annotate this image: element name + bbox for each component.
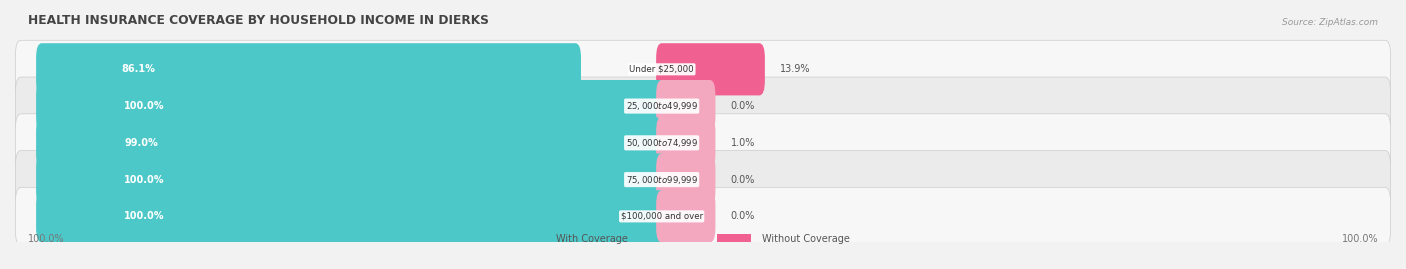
Text: Without Coverage: Without Coverage [762,234,851,244]
FancyBboxPatch shape [657,190,716,242]
Text: 99.0%: 99.0% [124,138,157,148]
Text: 100.0%: 100.0% [28,234,65,244]
FancyBboxPatch shape [657,154,716,206]
Text: With Coverage: With Coverage [555,234,627,244]
Text: $50,000 to $74,999: $50,000 to $74,999 [626,137,697,149]
Text: 13.9%: 13.9% [780,64,810,74]
Text: 86.1%: 86.1% [122,64,156,74]
FancyBboxPatch shape [37,117,661,169]
FancyBboxPatch shape [37,154,668,206]
Text: $100,000 and over: $100,000 and over [620,212,703,221]
FancyBboxPatch shape [717,234,751,244]
FancyBboxPatch shape [657,43,765,95]
Text: 100.0%: 100.0% [1341,234,1378,244]
FancyBboxPatch shape [15,40,1391,98]
Text: 1.0%: 1.0% [731,138,755,148]
FancyBboxPatch shape [37,80,668,132]
FancyBboxPatch shape [15,77,1391,135]
FancyBboxPatch shape [37,43,581,95]
FancyBboxPatch shape [657,117,716,169]
FancyBboxPatch shape [657,80,716,132]
Text: 100.0%: 100.0% [124,175,165,185]
Text: $75,000 to $99,999: $75,000 to $99,999 [626,174,697,186]
FancyBboxPatch shape [15,151,1391,209]
Text: 100.0%: 100.0% [124,211,165,221]
Text: 100.0%: 100.0% [124,101,165,111]
FancyBboxPatch shape [510,234,544,244]
FancyBboxPatch shape [15,187,1391,245]
FancyBboxPatch shape [15,114,1391,172]
Text: Source: ZipAtlas.com: Source: ZipAtlas.com [1282,18,1378,27]
Text: 0.0%: 0.0% [731,211,755,221]
Text: HEALTH INSURANCE COVERAGE BY HOUSEHOLD INCOME IN DIERKS: HEALTH INSURANCE COVERAGE BY HOUSEHOLD I… [28,14,489,27]
FancyBboxPatch shape [37,190,668,242]
Text: Under $25,000: Under $25,000 [630,65,695,74]
Text: 0.0%: 0.0% [731,175,755,185]
Text: 0.0%: 0.0% [731,101,755,111]
Text: $25,000 to $49,999: $25,000 to $49,999 [626,100,697,112]
